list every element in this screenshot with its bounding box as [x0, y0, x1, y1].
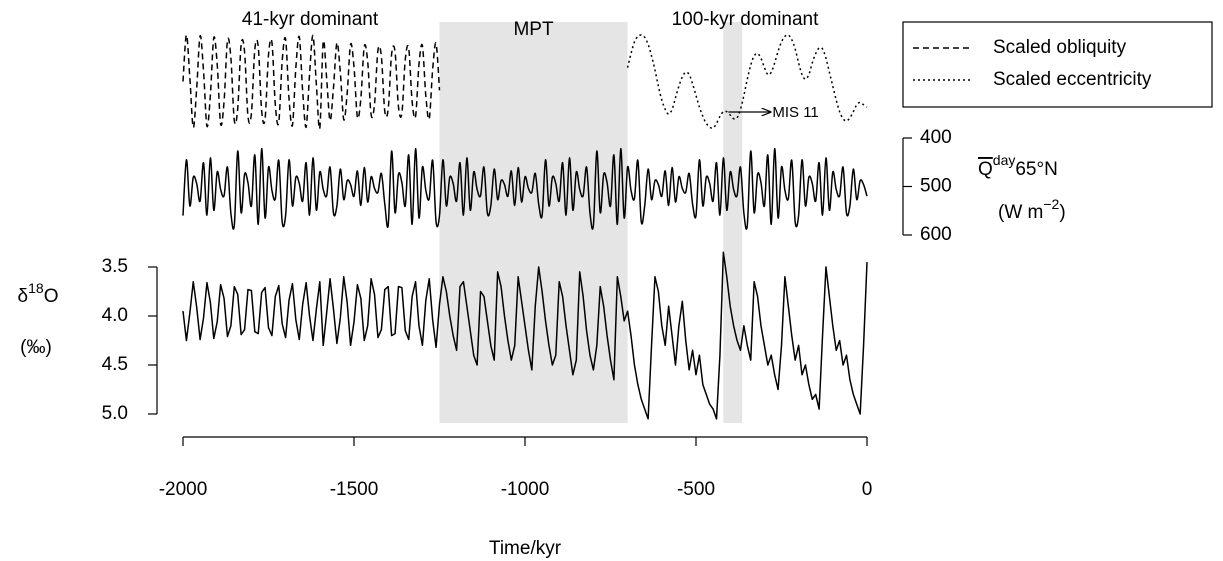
legend-label: Scaled obliquity: [993, 37, 1127, 58]
legend-label: Scaled eccentricity: [993, 69, 1152, 90]
x-axis-label: Time/kyr: [489, 538, 562, 559]
data-line: [182, 251, 868, 420]
period-label: 41-kyr dominant: [242, 9, 379, 30]
y-axis-units: (‰): [20, 337, 52, 358]
period-label: 100-kyr dominant: [672, 9, 820, 30]
x-tick-label: -500: [677, 479, 715, 500]
region-label: MPT: [513, 19, 554, 40]
data-line: [182, 34, 441, 130]
y2-tick-label: 400: [920, 127, 952, 148]
region-label: MIS 11: [772, 104, 818, 121]
y-tick-label: 5.0: [102, 403, 128, 424]
legend-box: [902, 21, 1213, 108]
y-tick-label: 4.0: [102, 305, 128, 326]
x-tick-label: -1500: [330, 479, 379, 500]
data-line: [626, 34, 868, 129]
x-tick-label: -2000: [159, 479, 208, 500]
y2-tick-label: 500: [920, 176, 952, 197]
shaded-region: [723, 22, 743, 423]
x-tick-label: 0: [862, 479, 873, 500]
y-tick-label: 3.5: [102, 256, 128, 277]
y2-axis-label: Qday65°N: [978, 152, 1058, 180]
y2-tick-label: 600: [920, 224, 952, 245]
shaded-region: [439, 22, 628, 423]
data-line: [182, 147, 868, 230]
y2-axis-units: (W m−2): [998, 196, 1066, 223]
x-tick-label: -1000: [501, 479, 550, 500]
y-axis-label: δ18O: [18, 280, 59, 307]
y-tick-label: 4.5: [102, 354, 128, 375]
